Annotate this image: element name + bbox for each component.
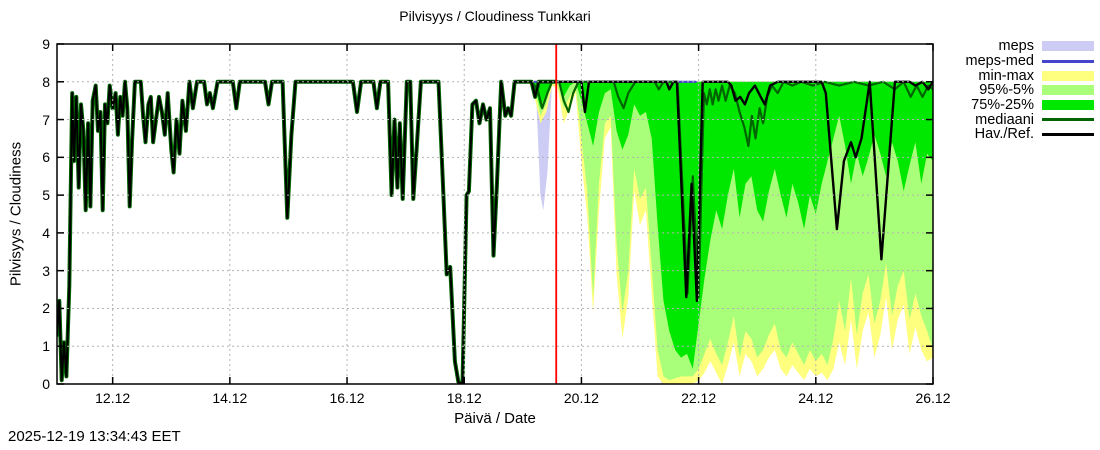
y-tick-label: 4 [42,224,50,241]
x-tick-label: 20.12 [563,390,599,406]
line-reference [555,80,933,303]
legend-row-95-5-: 95%-5% [946,82,1094,99]
y-tick-label: 8 [42,73,50,90]
y-tick-label: 9 [42,36,50,52]
legend: meps meps-med min-max 95%-5% 75%-25% mediaani… [946,38,1094,143]
legend-band-swatch [1042,85,1094,96]
x-tick-label: 14.12 [212,390,248,406]
x-tick-label: 16.12 [329,390,365,406]
y-tick-label: 5 [42,187,50,204]
legend-line-swatch [1042,118,1094,122]
line-observation [57,80,558,384]
legend-row-meps: meps [946,38,1094,55]
legend-row-meps-med: meps-med [946,53,1094,70]
chart-title: Pilvisyys / Cloudiness Tunkkari [399,8,591,24]
x-tick-label: 22.12 [681,390,717,406]
legend-label: min-max [978,67,1034,84]
y-tick-label: 0 [42,376,50,392]
y-tick-label: 6 [42,149,50,166]
legend-label: meps [998,38,1034,55]
legend-band-swatch [1042,100,1094,111]
x-tick-label: 12.12 [95,390,131,406]
legend-row-75-25-: 75%-25% [946,97,1094,114]
x-tick-label: 26.12 [915,390,951,406]
legend-row-min-max: min-max [946,67,1094,84]
legend-band-swatch [1042,41,1094,52]
legend-label: mediaani [975,111,1034,128]
legend-label: 95%-5% [979,82,1034,99]
x-axis-label: Päivä / Date [454,410,536,427]
legend-band-swatch [1042,70,1094,81]
legend-row-hav-ref-: Hav./Ref. [946,126,1094,143]
plot-timestamp: 2025-12-19 13:34:43 EET [8,428,181,445]
plot-border [56,43,934,385]
y-tick-label: 2 [42,300,50,317]
gridlines [57,44,934,384]
legend-row-mediaani: mediaani [946,111,1094,128]
y-tick-label: 3 [42,262,50,279]
y-tick-label: 1 [42,338,50,355]
legend-line-swatch [1042,59,1094,63]
y-tick-label: 7 [42,111,50,128]
legend-label: 75%-25% [971,97,1034,114]
legend-label: Hav./Ref. [974,126,1034,143]
plot-area [57,44,933,384]
x-tick-label: 24.12 [798,390,834,406]
legend-line-swatch [1042,132,1094,136]
legend-label: meps-med [965,53,1035,70]
x-tick-label: 18.12 [446,390,482,406]
